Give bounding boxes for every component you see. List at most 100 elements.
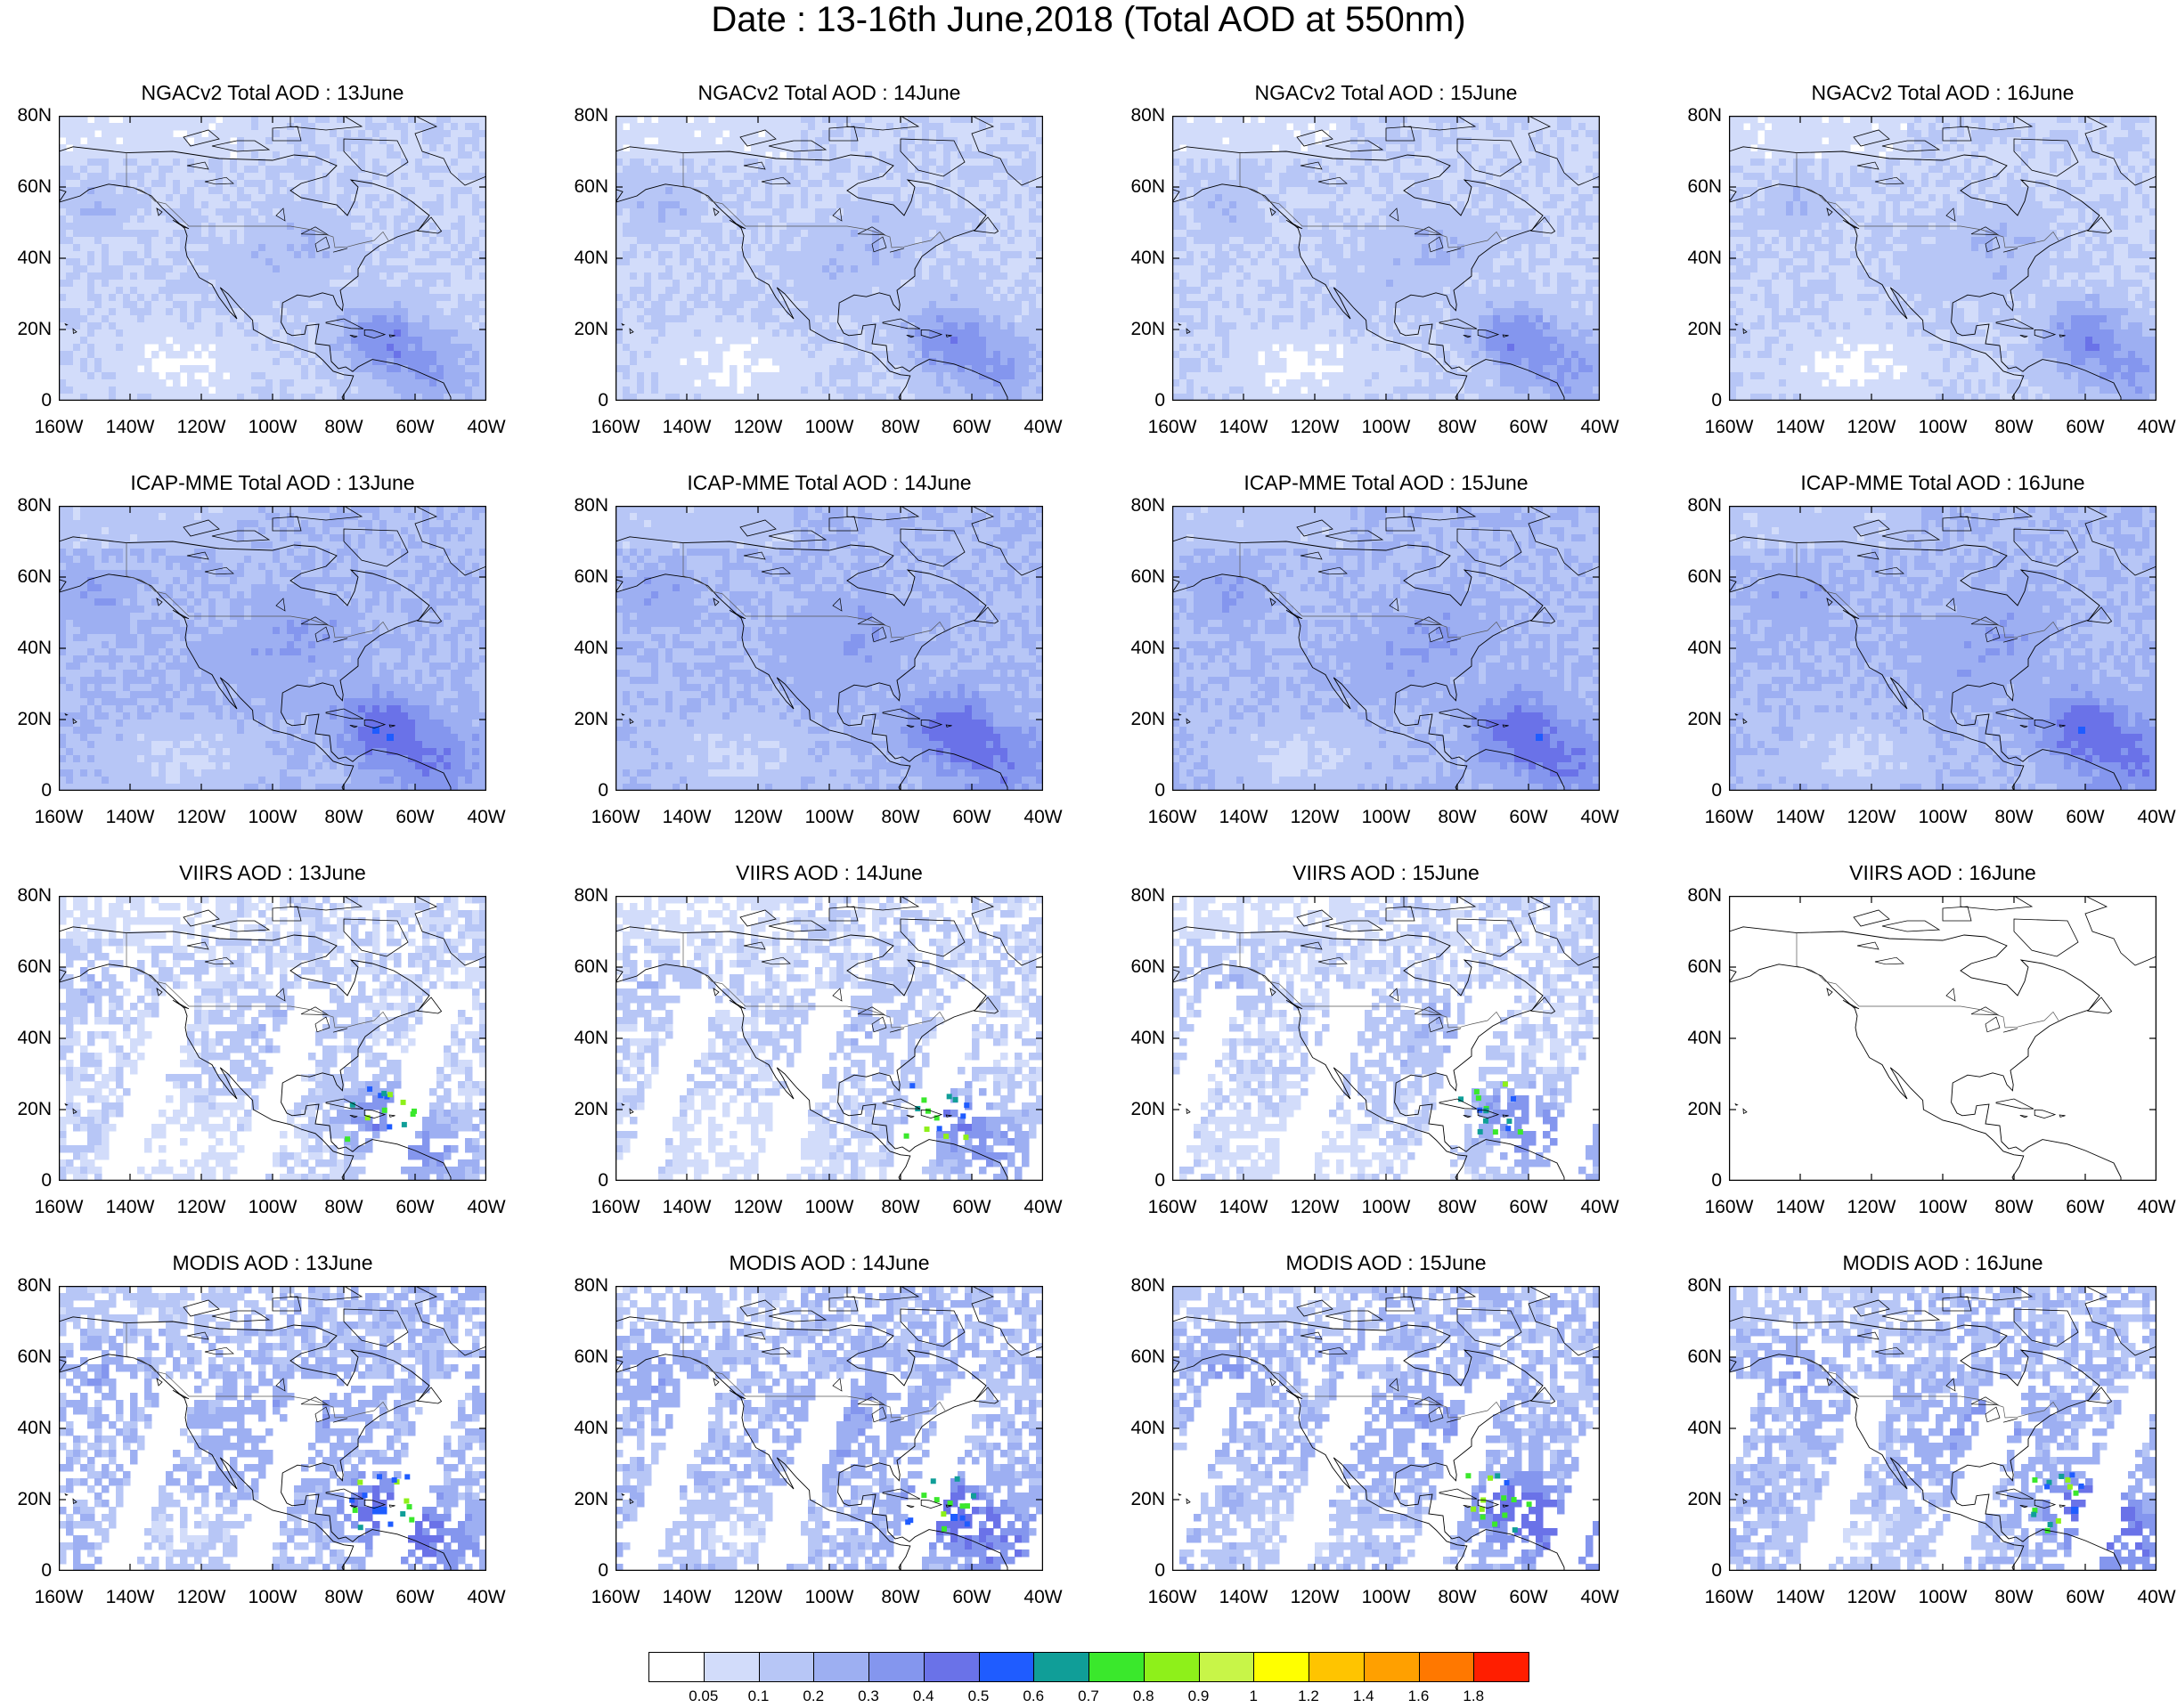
lat-tick-label: 80N [1668, 1275, 1722, 1297]
colorbar-swatch [648, 1652, 705, 1682]
lon-tick-label: 140W [1765, 1197, 1836, 1218]
map-panel: NGACv2 Total AOD : 15June 80N 60N 40N 20N 0 16… [1130, 81, 1618, 437]
lat-tick-label: 20N [555, 1489, 608, 1510]
coastline [59, 926, 452, 1181]
lon-tick-label: 140W [651, 807, 722, 828]
island-outline [1529, 216, 1556, 234]
island-outline [1463, 1505, 1472, 1509]
island-outline [1881, 1310, 1941, 1322]
lake-outline [1414, 616, 1443, 625]
island-outline [828, 516, 859, 532]
lat-tick-label: 60N [1668, 956, 1722, 978]
map-panel: NGACv2 Total AOD : 14June 80N 60N 40N 20N 0 16… [574, 81, 1062, 437]
island-outline [1403, 896, 1477, 911]
colorbar-label: 1.4 [1337, 1688, 1390, 1705]
island-outline [1385, 126, 1415, 142]
island-outline [388, 724, 395, 728]
lon-tick-label: 140W [651, 1197, 722, 1218]
colorbar-swatch [1033, 1652, 1089, 1682]
lake-outline [832, 988, 843, 1002]
lat-tick-label: 60N [0, 566, 52, 588]
lon-tick-label: 160W [1137, 1587, 1208, 1608]
island-outline [2019, 1115, 2028, 1118]
lon-tick-label: 160W [1137, 807, 1208, 828]
lat-tick-label: 20N [1112, 1099, 1165, 1120]
lat-tick-label: 60N [0, 176, 52, 198]
national-border [1796, 152, 2059, 248]
island-outline [64, 712, 69, 716]
lake-outline [1446, 1028, 1462, 1033]
lake-outline [889, 1418, 905, 1423]
coastline [1729, 1316, 2122, 1571]
island-outline [906, 725, 915, 728]
lake-outline [832, 207, 843, 222]
lake-outline [1414, 1006, 1443, 1015]
lon-tick-label: 140W [1765, 807, 1836, 828]
island-outline [1296, 909, 1333, 927]
island-outline [739, 1299, 777, 1317]
lake-outline [857, 616, 886, 625]
island-outline [363, 719, 387, 729]
colorbar-label: 0.7 [1062, 1688, 1115, 1705]
lat-tick-label: 60N [555, 176, 608, 198]
panel-title: MODIS AOD : 16June [1729, 1250, 2157, 1275]
lon-tick-label: 40W [1007, 807, 1079, 828]
coastline [59, 1316, 452, 1571]
lat-tick-label: 80N [1668, 105, 1722, 126]
island-outline [1296, 129, 1333, 147]
lon-tick-label: 120W [722, 1197, 794, 1218]
panel-title: VIIRS AOD : 14June [616, 860, 1043, 885]
island-outline [349, 725, 358, 728]
colorbar-label: 1 [1227, 1688, 1280, 1705]
island-outline [1502, 1114, 1509, 1118]
lake-outline [1985, 626, 2001, 643]
island-outline [1285, 1389, 1303, 1400]
national-border [1796, 1322, 2059, 1419]
island-outline [2059, 1504, 2066, 1508]
lat-tick-label: 20N [0, 709, 52, 730]
colorbar-label: 0.1 [732, 1688, 786, 1705]
island-outline [325, 708, 364, 720]
island-outline [1960, 896, 2034, 911]
lon-tick-label: 140W [1765, 1587, 1836, 1608]
island-outline [1529, 996, 1556, 1014]
island-outline [325, 318, 364, 329]
island-outline [369, 506, 486, 576]
lon-tick-label: 40W [451, 1197, 522, 1218]
lake-outline [186, 1331, 209, 1340]
lat-tick-label: 20N [555, 709, 608, 730]
island-outline [768, 1310, 828, 1322]
map-panel: ICAP-MME Total AOD : 14June 80N 60N 40N 20N 0… [574, 471, 1062, 827]
island-outline [846, 116, 920, 131]
lon-tick-label: 120W [166, 1587, 237, 1608]
lake-outline [2002, 248, 2018, 253]
lake-outline [275, 988, 286, 1002]
island-outline [156, 207, 163, 216]
lon-tick-label: 100W [1907, 1587, 1978, 1608]
colorbar-label: 0.2 [787, 1688, 840, 1705]
lake-outline [761, 176, 791, 185]
lake-outline [1856, 941, 1879, 950]
lon-tick-label: 100W [1350, 807, 1422, 828]
lon-tick-label: 100W [1907, 1197, 1978, 1218]
island-outline [183, 129, 220, 147]
lake-outline [1300, 941, 1323, 950]
lake-outline [332, 638, 348, 643]
lake-outline [2002, 1418, 2018, 1423]
lat-tick-label: 60N [555, 956, 608, 978]
island-outline [172, 999, 190, 1010]
island-outline [211, 920, 271, 932]
island-outline [1439, 1098, 1478, 1110]
lake-outline [743, 161, 766, 170]
colorbar-label: 0.3 [842, 1688, 895, 1705]
island-outline [945, 334, 952, 338]
island-outline [1385, 1296, 1415, 1312]
lon-tick-label: 40W [2121, 807, 2177, 828]
lake-outline [1389, 598, 1399, 612]
lake-outline [889, 638, 905, 643]
lon-tick-label: 60W [379, 807, 451, 828]
lat-tick-label: 20N [0, 1099, 52, 1120]
colorbar-label: 0.8 [1117, 1688, 1170, 1705]
lon-tick-label: 40W [1564, 807, 1635, 828]
island-outline [1385, 516, 1415, 532]
